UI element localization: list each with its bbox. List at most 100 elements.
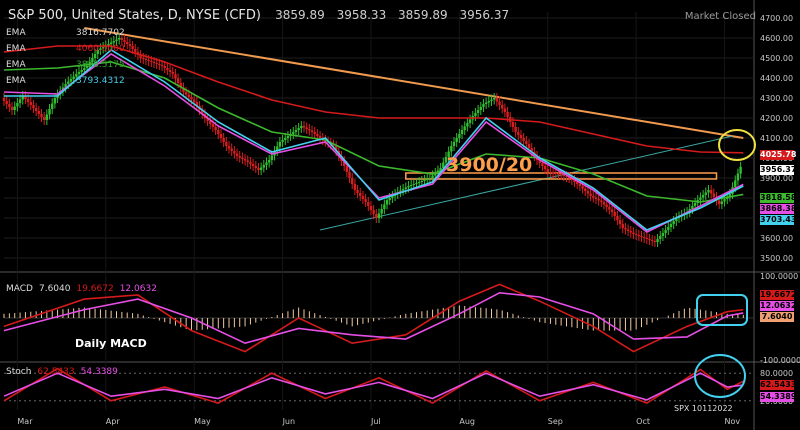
candle-body (171, 72, 174, 74)
price-tag: 3818.58 (760, 193, 797, 203)
candle-body (144, 59, 148, 60)
candle-body (474, 113, 477, 116)
candle-body (592, 196, 595, 198)
candle-body (286, 136, 290, 138)
candle-body (720, 201, 724, 204)
candle-body (501, 105, 504, 109)
stoch-line (3, 372, 744, 401)
candle-body (93, 54, 97, 58)
candle-body (176, 78, 180, 83)
candle-body (217, 130, 220, 134)
ema-row[interactable]: EMA 3816.7702 (6, 28, 125, 38)
candle-body (458, 134, 461, 138)
ema-line (3, 45, 744, 154)
candle-body (267, 160, 271, 163)
candle-body (605, 204, 608, 207)
candle-body (206, 118, 209, 121)
candle-body (712, 193, 716, 197)
candle-body (490, 99, 493, 101)
candle-body (549, 172, 552, 173)
candle-body (527, 144, 531, 148)
candle-body (48, 109, 51, 115)
candle-body (134, 49, 137, 52)
candle-body (230, 148, 233, 151)
candle-body (578, 184, 582, 186)
candle-body (276, 146, 279, 151)
support-trendline (319, 135, 733, 231)
price-tag: 3703.43 (760, 215, 797, 225)
candle-body (123, 40, 126, 42)
candle-body (351, 178, 354, 184)
candle-body (348, 172, 351, 178)
candle-body (40, 114, 43, 117)
candle-body (409, 185, 413, 186)
ema-line (3, 53, 744, 233)
candle-body (107, 44, 110, 46)
ema-row[interactable]: EMA 4060.0000 (6, 44, 125, 54)
candle-body (21, 96, 24, 100)
ema-row[interactable]: EMA 3828.5175 (6, 60, 125, 70)
chart-watermark: SPX 10112022 (674, 404, 733, 413)
candle-body (420, 181, 424, 182)
candle-body (514, 127, 517, 132)
candle-body (332, 144, 335, 146)
candle-body (734, 180, 737, 188)
candle-body (372, 210, 375, 214)
price-tick-label: 4300.00 (760, 94, 793, 103)
candle-body (249, 162, 252, 164)
candle-body (246, 160, 249, 162)
candle-body (13, 106, 16, 110)
candle-body (305, 127, 308, 129)
ohlc-values: 3859.89 3958.33 3859.89 3956.37 (275, 8, 517, 22)
price-tick-label: 3900.00 (760, 174, 793, 183)
stoch-pane-label[interactable]: Stoch 62.5433 54.3389 (6, 367, 118, 377)
candle-body (233, 151, 236, 154)
candle-body (142, 58, 145, 59)
candle-body (187, 94, 191, 97)
candle-body (316, 134, 319, 136)
candle-body (675, 218, 678, 221)
candle-body (300, 126, 303, 128)
candle-body (91, 58, 94, 62)
candle-body (182, 87, 185, 92)
candle-body (313, 132, 316, 134)
candle-body (693, 203, 697, 206)
candle-body (45, 114, 49, 120)
candle-body (709, 190, 713, 194)
candle-body (190, 97, 193, 100)
candle-body (238, 156, 241, 158)
candle-body (75, 74, 78, 77)
candle-body (51, 103, 54, 109)
candle-body (624, 228, 627, 230)
ema-label-list: EMA 3816.7702 EMA 4060.0000 EMA 3828.5175 E… (6, 25, 125, 89)
candle-body (101, 47, 105, 49)
candle-body (661, 233, 665, 236)
highlight-circle (694, 354, 746, 398)
candle-body (385, 200, 389, 205)
candle-body (85, 66, 89, 68)
candle-body (254, 166, 257, 168)
candle-body (294, 130, 298, 132)
candle-body (168, 70, 172, 72)
macd-pane-label[interactable]: MACD 7.6040 19.6672 12.0632 (6, 284, 157, 294)
candle-body (37, 111, 41, 114)
candle-body (651, 240, 654, 241)
candle-body (109, 42, 113, 44)
ema-row[interactable]: EMA 3793.4312 (6, 76, 125, 86)
candle-body (415, 183, 418, 184)
candle-body (616, 216, 619, 220)
candle-body (466, 123, 469, 127)
candle-body (155, 63, 158, 64)
candle-body (656, 239, 659, 242)
candle-body (67, 81, 70, 84)
candle-body (704, 192, 707, 195)
stoch-tag: 54.3389 (760, 392, 797, 402)
candle-body (699, 197, 702, 200)
candle-body (691, 206, 694, 209)
candle-body (581, 186, 584, 189)
candle-body (83, 68, 86, 70)
candle-body (150, 61, 153, 62)
month-tick-label: Jul (370, 417, 381, 426)
candle-body (634, 234, 638, 235)
